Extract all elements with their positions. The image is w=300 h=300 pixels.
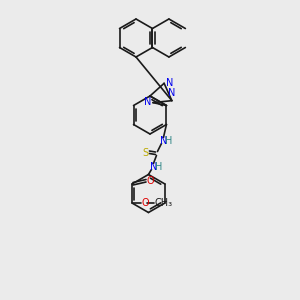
Text: O: O xyxy=(142,198,150,208)
Text: N: N xyxy=(150,161,157,172)
Text: CH₃: CH₃ xyxy=(155,198,173,208)
Text: S: S xyxy=(142,148,148,158)
Text: N: N xyxy=(160,136,167,146)
Text: H: H xyxy=(155,161,162,172)
Text: O: O xyxy=(147,176,154,186)
Text: N: N xyxy=(166,78,173,88)
Text: H: H xyxy=(165,136,172,146)
Text: N: N xyxy=(168,88,175,98)
Text: N: N xyxy=(144,97,152,107)
